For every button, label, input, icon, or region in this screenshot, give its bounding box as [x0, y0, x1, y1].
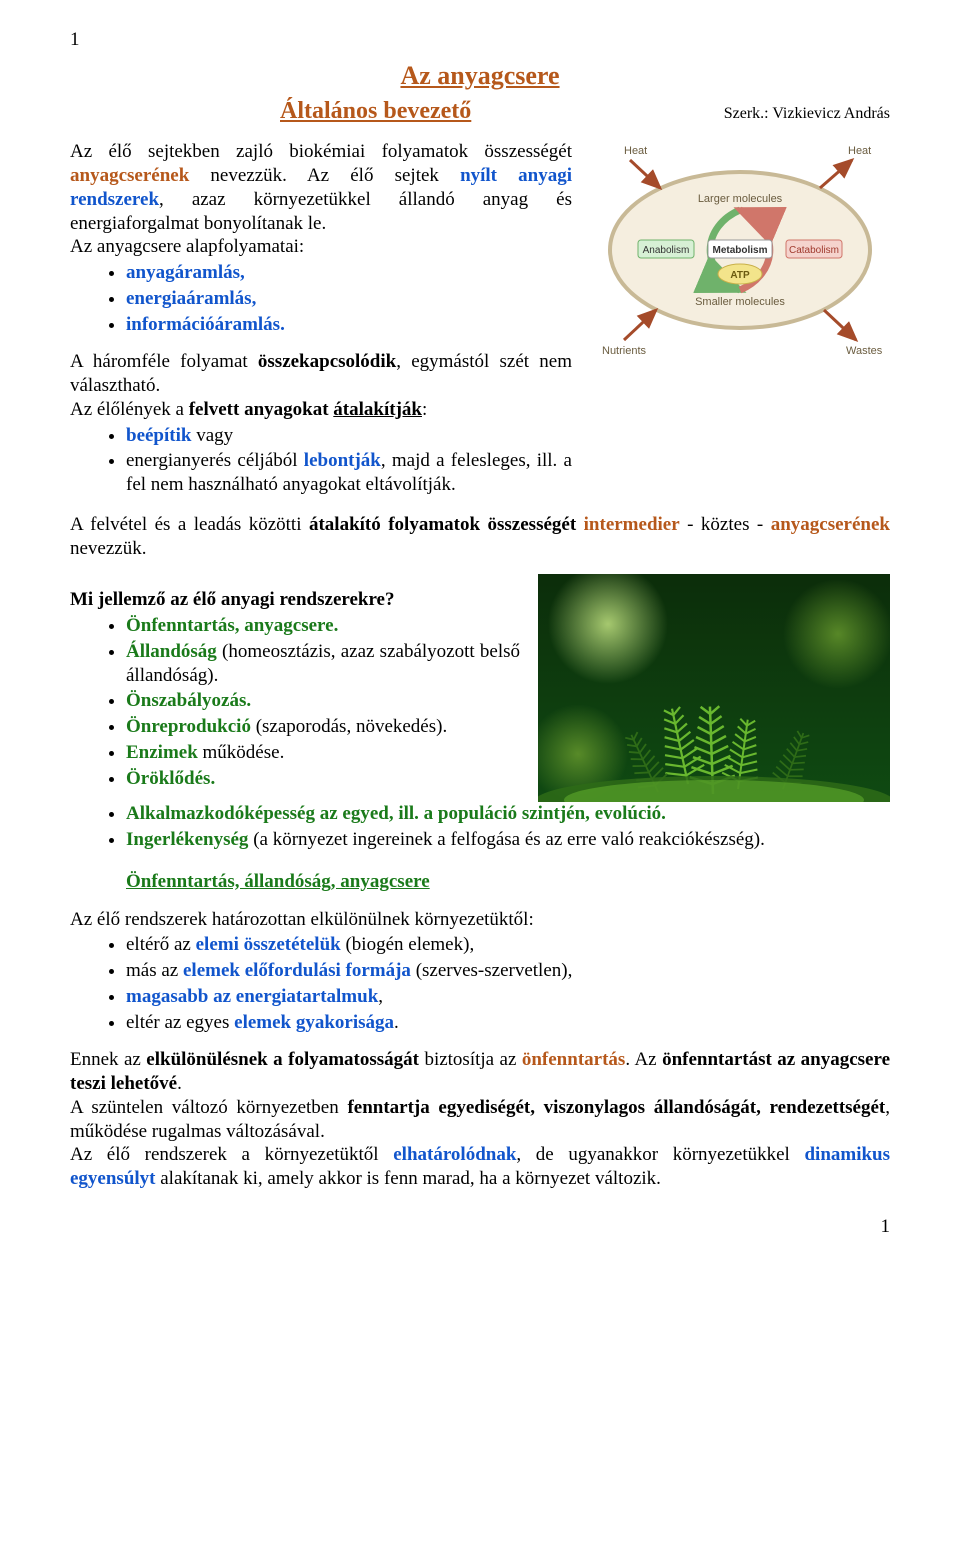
- intro-two-column: Az élő sejtekben zajló biokémiai folyama…: [70, 140, 890, 499]
- list-item: Enzimek működése.: [126, 741, 520, 765]
- page-number-top: 1: [70, 28, 890, 52]
- characteristics-list: Önfenntartás, anyagcsere. Állandóság (ho…: [126, 614, 520, 790]
- closing-p2: A szüntelen változó környezetben fenntar…: [70, 1096, 890, 1144]
- intro-list-lead: Az anyagcsere alapfolyamatai:: [70, 235, 572, 259]
- page-number-bottom: 1: [70, 1215, 890, 1239]
- page-subtitle: Általános bevezető: [280, 96, 471, 126]
- list-item: Önfenntartás, anyagcsere.: [126, 614, 520, 638]
- svg-text:Nutrients: Nutrients: [602, 345, 647, 357]
- list-item: Ingerlékenység (a környezet ingereinek a…: [126, 828, 890, 852]
- process-list: anyagáramlás, energiaáramlás, információ…: [126, 261, 572, 336]
- list-item: Öröklődés.: [126, 767, 520, 791]
- svg-text:Smaller molecules: Smaller molecules: [695, 296, 785, 308]
- list-item: eltér az egyes elemek gyakorisága.: [126, 1011, 890, 1035]
- list-item: más az elemek előfordulási formája (szer…: [126, 959, 890, 983]
- closing-p1: Ennek az elkülönülésnek a folyamatosságá…: [70, 1048, 890, 1096]
- separation-list: eltérő az elemi összetételük (biogén ele…: [126, 933, 890, 1034]
- list-item: Önreprodukció (szaporodás, növekedés).: [126, 715, 520, 739]
- section-heading: Önfenntartás, állandóság, anyagcsere: [126, 870, 890, 894]
- list-item: magasabb az energiatartalmuk,: [126, 985, 890, 1009]
- transform-list: beépítik vagy energianyerés céljából leb…: [126, 424, 572, 497]
- list-item: Alkalmazkodóképesség az egyed, ill. a po…: [126, 802, 890, 826]
- subtitle-row: Általános bevezető Szerk.: Vizkievicz An…: [70, 96, 890, 126]
- page-title: Az anyagcsere: [400, 60, 559, 93]
- title-block: Az anyagcsere: [70, 60, 890, 93]
- metabolism-diagram: Larger molecules Smaller molecules Anaboli…: [590, 140, 890, 360]
- intro-paragraph: Az élő sejtekben zajló biokémiai folyama…: [70, 140, 572, 235]
- list-item: Önszabályozás.: [126, 689, 520, 713]
- question-heading: Mi jellemző az élő anyagi rendszerekre?: [70, 588, 520, 612]
- list-item: energiaáramlás,: [126, 287, 572, 311]
- list-item: információáramlás.: [126, 313, 572, 337]
- nature-svg: [538, 574, 890, 802]
- separation-lead: Az élő rendszerek határozottan elkülönül…: [70, 908, 890, 932]
- list-item: Állandóság (homeosztázis, azaz szabályoz…: [126, 640, 520, 688]
- list-item: energianyerés céljából lebontják, majd a…: [126, 449, 572, 497]
- list-item: anyagáramlás,: [126, 261, 572, 285]
- closing-p3: Az élő rendszerek a környezetüktől elhat…: [70, 1143, 890, 1191]
- metabolism-svg: Larger molecules Smaller molecules Anaboli…: [590, 140, 890, 360]
- svg-text:ATP: ATP: [730, 270, 750, 281]
- svg-text:Anabolism: Anabolism: [643, 245, 690, 256]
- intermedier-paragraph: A felvétel és a leadás közötti átalakító…: [70, 513, 890, 561]
- svg-text:Heat: Heat: [624, 145, 647, 157]
- svg-text:Heat: Heat: [848, 145, 871, 157]
- connection-paragraph: A háromféle folyamat összekapcsolódik, e…: [70, 350, 572, 398]
- svg-text:Catabolism: Catabolism: [789, 245, 839, 256]
- characteristics-list-cont: Alkalmazkodóképesség az egyed, ill. a po…: [126, 802, 890, 852]
- nature-photo: [538, 574, 890, 802]
- svg-text:Larger molecules: Larger molecules: [698, 193, 783, 205]
- transform-lead: Az élőlények a felvett anyagokat átalakí…: [70, 398, 572, 422]
- svg-text:Wastes: Wastes: [846, 345, 883, 357]
- characteristics-two-column: Mi jellemző az élő anyagi rendszerekre? …: [70, 574, 890, 802]
- author-line: Szerk.: Vizkievicz András: [724, 104, 890, 124]
- list-item: eltérő az elemi összetételük (biogén ele…: [126, 933, 890, 957]
- svg-text:Metabolism: Metabolism: [712, 245, 767, 256]
- list-item: beépítik vagy: [126, 424, 572, 448]
